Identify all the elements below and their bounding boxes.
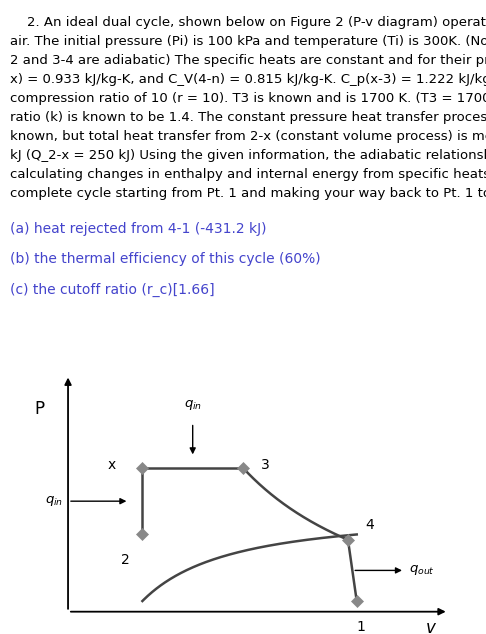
- Text: 3: 3: [260, 458, 269, 472]
- Text: x: x: [108, 458, 116, 472]
- Text: $q_{out}$: $q_{out}$: [409, 564, 435, 578]
- Text: 2 and 3-4 are adiabatic) The specific heats are constant and for their processes: 2 and 3-4 are adiabatic) The specific he…: [10, 54, 486, 67]
- Text: 1: 1: [357, 619, 365, 633]
- Text: (a) heat rejected from 4-1 (-431.2 kJ): (a) heat rejected from 4-1 (-431.2 kJ): [10, 222, 266, 236]
- Text: 2: 2: [121, 553, 129, 567]
- Text: air. The initial pressure (Pi) is 100 kPa and temperature (Ti) is 300K. (Note: P: air. The initial pressure (Pi) is 100 kP…: [10, 35, 486, 48]
- Text: 4: 4: [365, 518, 374, 532]
- Text: x) = 0.933 kJ/kg-K, and C_V(4-n) = 0.815 kJ/kg-K. C_p(x-3) = 1.222 kJ/kg-K, with: x) = 0.933 kJ/kg-K, and C_V(4-n) = 0.815…: [10, 73, 486, 86]
- Text: (b) the thermal efficiency of this cycle (60%): (b) the thermal efficiency of this cycle…: [10, 252, 320, 266]
- Text: $q_{in}$: $q_{in}$: [46, 494, 64, 508]
- Text: P: P: [35, 400, 45, 418]
- Text: known, but total heat transfer from 2-x (constant volume process) is measured as: known, but total heat transfer from 2-x …: [10, 130, 486, 143]
- Text: calculating changes in enthalpy and internal energy from specific heats, solve t: calculating changes in enthalpy and inte…: [10, 168, 486, 181]
- Text: (c) the cutoff ratio (r_c)[1.66]: (c) the cutoff ratio (r_c)[1.66]: [10, 283, 214, 297]
- Text: ratio (k) is known to be 1.4. The constant pressure heat transfer process (x-3) : ratio (k) is known to be 1.4. The consta…: [10, 111, 486, 124]
- Text: kJ (Q_2-x = 250 kJ) Using the given information, the adiabatic relationships, an: kJ (Q_2-x = 250 kJ) Using the given info…: [10, 149, 486, 162]
- Text: compression ratio of 10 (r = 10). T3 is known and is 1700 K. (T3 = 1700 K). Spec: compression ratio of 10 (r = 10). T3 is …: [10, 92, 486, 105]
- Text: 2. An ideal dual cycle, shown below on Figure 2 (P-v diagram) operates with 1 kg: 2. An ideal dual cycle, shown below on F…: [10, 16, 486, 29]
- Text: complete cycle starting from Pt. 1 and making your way back to Pt. 1 to find: complete cycle starting from Pt. 1 and m…: [10, 187, 486, 200]
- Text: $q_{in}$: $q_{in}$: [184, 398, 202, 412]
- Text: v: v: [426, 619, 436, 634]
